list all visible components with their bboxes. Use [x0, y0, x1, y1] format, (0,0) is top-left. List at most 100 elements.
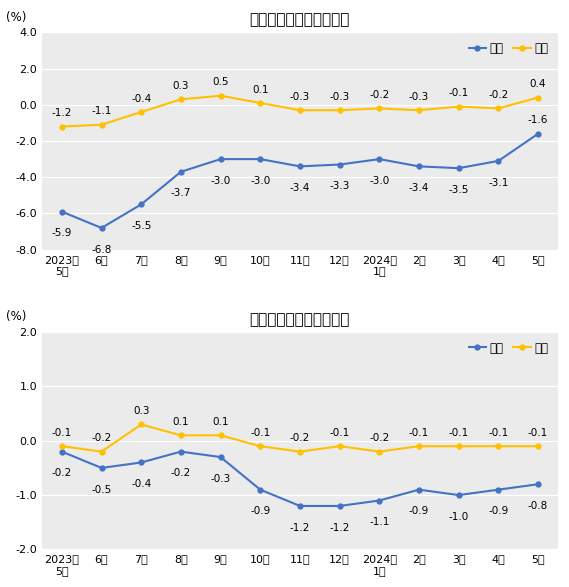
Text: (%): (%) [6, 311, 26, 323]
同比 [535, 481, 542, 488]
环比 [59, 443, 65, 450]
Text: -3.5: -3.5 [448, 185, 469, 195]
Title: 生活资料出厂价格涨跌幅: 生活资料出厂价格涨跌幅 [250, 312, 350, 327]
同比 [59, 208, 65, 215]
同比 [217, 454, 224, 461]
Text: 0.1: 0.1 [172, 417, 189, 427]
环比 [217, 92, 224, 99]
Text: -1.0: -1.0 [448, 512, 469, 522]
环比 [455, 443, 462, 450]
Text: -5.9: -5.9 [52, 228, 72, 238]
Text: -0.9: -0.9 [250, 507, 270, 517]
同比 [376, 156, 383, 163]
Text: -0.1: -0.1 [329, 428, 350, 438]
同比 [495, 486, 502, 493]
Text: -0.1: -0.1 [448, 428, 469, 438]
Text: -0.1: -0.1 [488, 428, 509, 438]
Text: -0.2: -0.2 [488, 90, 509, 100]
环比 [98, 448, 105, 455]
Text: 0.5: 0.5 [212, 77, 229, 87]
Text: -0.1: -0.1 [250, 428, 270, 438]
环比 [336, 443, 343, 450]
同比 [336, 502, 343, 510]
环比 [178, 432, 184, 439]
同比 [455, 164, 462, 171]
Line: 环比: 环比 [59, 93, 541, 129]
环比 [138, 109, 145, 116]
环比 [495, 105, 502, 112]
同比 [415, 163, 422, 170]
Text: -0.2: -0.2 [92, 433, 112, 443]
Text: -0.2: -0.2 [369, 433, 389, 443]
Text: -0.1: -0.1 [52, 428, 72, 438]
Text: -0.2: -0.2 [171, 468, 191, 478]
同比 [535, 130, 542, 137]
Text: -3.0: -3.0 [211, 176, 230, 185]
同比 [138, 201, 145, 208]
环比 [415, 443, 422, 450]
Text: 0.1: 0.1 [212, 417, 229, 427]
Text: -3.4: -3.4 [290, 183, 310, 193]
环比 [59, 123, 65, 130]
同比 [257, 486, 263, 493]
Text: -0.3: -0.3 [329, 92, 350, 102]
Text: -1.2: -1.2 [329, 522, 350, 532]
同比 [455, 491, 462, 498]
同比 [217, 156, 224, 163]
Text: -1.1: -1.1 [91, 106, 112, 116]
Text: -0.2: -0.2 [369, 90, 389, 100]
Text: -5.5: -5.5 [131, 221, 151, 231]
同比 [98, 224, 105, 231]
Text: -0.9: -0.9 [488, 507, 509, 517]
Text: -3.7: -3.7 [171, 188, 191, 198]
同比 [336, 161, 343, 168]
环比 [98, 121, 105, 128]
Text: -6.8: -6.8 [91, 245, 112, 255]
Legend: 同比, 环比: 同比, 环比 [465, 38, 552, 58]
Text: -1.6: -1.6 [528, 116, 549, 126]
环比 [376, 105, 383, 112]
同比 [296, 163, 303, 170]
同比 [178, 168, 184, 176]
环比 [535, 94, 542, 101]
Text: -0.1: -0.1 [448, 88, 469, 98]
环比 [455, 103, 462, 110]
同比 [257, 156, 263, 163]
同比 [495, 157, 502, 164]
环比 [415, 107, 422, 114]
同比 [376, 497, 383, 504]
同比 [138, 459, 145, 466]
Text: -0.1: -0.1 [409, 428, 429, 438]
Text: -0.2: -0.2 [52, 468, 72, 478]
同比 [59, 448, 65, 455]
Text: -0.4: -0.4 [131, 479, 151, 489]
环比 [296, 448, 303, 455]
Text: -1.1: -1.1 [369, 517, 390, 527]
Text: -3.0: -3.0 [250, 176, 270, 185]
环比 [257, 443, 263, 450]
Text: -3.0: -3.0 [369, 176, 389, 185]
环比 [535, 443, 542, 450]
同比 [415, 486, 422, 493]
Text: -0.2: -0.2 [290, 433, 310, 443]
Line: 环比: 环比 [59, 422, 541, 454]
Text: -0.9: -0.9 [409, 507, 429, 517]
Text: -0.3: -0.3 [290, 92, 310, 102]
Text: 0.3: 0.3 [133, 406, 150, 416]
Legend: 同比, 环比: 同比, 环比 [465, 338, 552, 358]
环比 [336, 107, 343, 114]
Text: 0.1: 0.1 [252, 85, 269, 95]
Line: 同比: 同比 [59, 131, 541, 230]
Line: 同比: 同比 [59, 449, 541, 508]
Text: 0.4: 0.4 [530, 79, 546, 89]
环比 [257, 99, 263, 106]
Text: -3.1: -3.1 [488, 178, 509, 188]
同比 [296, 502, 303, 510]
Text: 0.3: 0.3 [172, 81, 189, 91]
环比 [178, 96, 184, 103]
环比 [296, 107, 303, 114]
Text: -1.2: -1.2 [52, 108, 72, 118]
Text: -0.3: -0.3 [211, 474, 230, 484]
Text: -0.3: -0.3 [409, 92, 429, 102]
Text: -0.8: -0.8 [528, 501, 548, 511]
